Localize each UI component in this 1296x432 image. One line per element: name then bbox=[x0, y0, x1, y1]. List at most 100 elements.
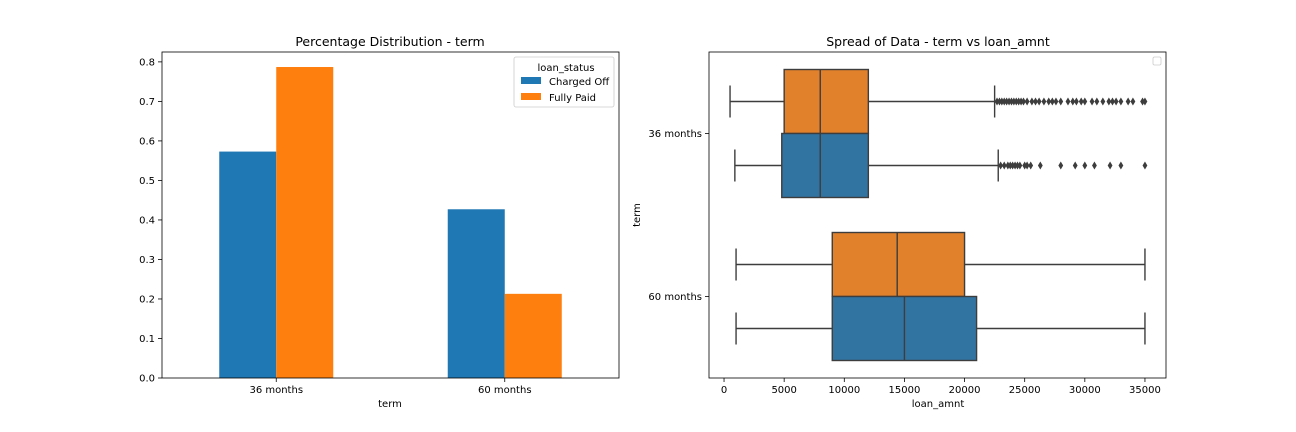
outlier-point bbox=[1006, 97, 1012, 106]
legend-title: loan_status bbox=[537, 63, 594, 74]
y-tick-label: 0.0 bbox=[139, 374, 155, 385]
outlier-point bbox=[1113, 97, 1119, 106]
y-tick-label: 60 months bbox=[648, 292, 702, 303]
box-plot-y-label: term bbox=[632, 203, 643, 227]
y-tick-label: 0.1 bbox=[139, 334, 155, 345]
outlier-point bbox=[1049, 97, 1055, 106]
bar-chart-x-label: term bbox=[378, 399, 402, 410]
outlier-point bbox=[1092, 161, 1097, 170]
x-tick-label: 36 months bbox=[249, 385, 303, 396]
outlier-point bbox=[1033, 97, 1038, 106]
box-plot-x-axis: 0 5000 10000 15000 20000 25000 30000 35000 bbox=[721, 378, 1161, 396]
outlier-point bbox=[1142, 97, 1148, 106]
outlier-point bbox=[1005, 161, 1011, 170]
outlier-point bbox=[1118, 161, 1124, 170]
bar bbox=[447, 209, 505, 378]
bar-chart-y-axis: 0.0 0.1 0.2 0.3 0.4 0.5 0.6 0.7 0.8 bbox=[139, 57, 162, 385]
outlier-point bbox=[1004, 97, 1010, 106]
outlier-point bbox=[1065, 97, 1071, 106]
box-group bbox=[734, 132, 1148, 199]
y-tick-label: 0.2 bbox=[139, 294, 155, 305]
outlier-point bbox=[1016, 97, 1022, 106]
x-tick-label: 15000 bbox=[889, 385, 921, 396]
bar-chart-title: Percentage Distribution - term bbox=[295, 34, 484, 49]
outlier-point bbox=[1029, 97, 1035, 106]
bar-chart-plot-frame bbox=[161, 51, 620, 379]
outlier-point bbox=[1037, 161, 1043, 170]
y-tick-label: 0.3 bbox=[139, 255, 155, 266]
box-plot-empty-legend bbox=[1152, 56, 1162, 66]
outlier-point bbox=[1011, 97, 1017, 106]
outlier-point bbox=[1110, 97, 1115, 106]
box-plot-chart: Spread of Data - term vs loan_amnt 0 5000… bbox=[632, 34, 1167, 410]
box-plot-title: Spread of Data - term vs loan_amnt bbox=[826, 34, 1050, 49]
outlier-point bbox=[1078, 97, 1084, 106]
outlier-point bbox=[1013, 97, 1019, 106]
outlier-point bbox=[1094, 97, 1100, 106]
outlier-point bbox=[1140, 97, 1145, 106]
outlier-point bbox=[994, 97, 1000, 106]
outlier-point bbox=[1100, 97, 1106, 106]
box-plot-y-axis: 36 months 60 months bbox=[648, 129, 709, 303]
y-tick-label: 0.4 bbox=[139, 215, 155, 226]
outlier-point bbox=[1082, 97, 1088, 106]
box bbox=[783, 68, 870, 135]
legend-swatch-fully-paid bbox=[521, 93, 541, 100]
outlier-point bbox=[1024, 97, 1030, 106]
box-plot-x-label: loan_amnt bbox=[912, 399, 965, 410]
outlier-point bbox=[1024, 161, 1030, 170]
x-tick-label: 30000 bbox=[1069, 385, 1101, 396]
y-tick-label: 0.8 bbox=[139, 57, 155, 68]
x-tick-label: 5000 bbox=[771, 385, 796, 396]
legend-label-charged-off: Charged Off bbox=[549, 77, 610, 88]
outlier-point bbox=[997, 97, 1002, 106]
x-tick-label: 60 months bbox=[478, 385, 532, 396]
outlier-point bbox=[1015, 161, 1020, 170]
box-plot-frame bbox=[708, 51, 1167, 379]
outlier-point bbox=[1046, 97, 1052, 106]
outlier-point bbox=[1058, 97, 1064, 106]
y-tick-label: 36 months bbox=[648, 129, 702, 140]
bar-chart-legend: loan_status Charged Off Fully Paid bbox=[513, 56, 615, 108]
y-tick-label: 0.7 bbox=[139, 97, 155, 108]
outlier-point bbox=[1125, 97, 1131, 106]
outlier-point bbox=[1021, 97, 1026, 106]
bar-chart-x-axis: 36 months 60 months bbox=[249, 378, 532, 396]
y-tick-label: 0.6 bbox=[139, 136, 155, 147]
x-tick-label: 10000 bbox=[828, 385, 860, 396]
bar bbox=[219, 151, 277, 378]
legend-label-fully-paid: Fully Paid bbox=[549, 93, 596, 104]
box-group bbox=[729, 68, 1148, 135]
box-group bbox=[735, 231, 1146, 298]
outlier-point bbox=[1106, 97, 1112, 106]
outlier-point bbox=[1118, 97, 1124, 106]
outlier-point bbox=[1107, 161, 1113, 170]
bar bbox=[276, 67, 334, 379]
box bbox=[781, 132, 870, 199]
outlier-point bbox=[1142, 161, 1148, 170]
outlier-point bbox=[1041, 97, 1047, 106]
x-tick-label: 25000 bbox=[1009, 385, 1041, 396]
legend-swatch-charged-off bbox=[521, 77, 541, 84]
outlier-point bbox=[1074, 97, 1079, 106]
outlier-point bbox=[999, 97, 1005, 106]
outlier-point bbox=[1089, 97, 1095, 106]
x-tick-label: 35000 bbox=[1129, 385, 1161, 396]
outlier-point bbox=[1017, 161, 1023, 170]
bar bbox=[504, 293, 562, 378]
box-plot-boxes bbox=[729, 68, 1148, 362]
outlier-point bbox=[1036, 97, 1042, 106]
outlier-point bbox=[1072, 161, 1078, 170]
bar-chart: Percentage Distribution - term 0.0 0.1 0.2… bbox=[139, 34, 620, 410]
box-group bbox=[735, 295, 1146, 362]
outlier-point bbox=[1009, 97, 1014, 106]
outlier-point bbox=[1022, 161, 1028, 170]
outlier-point bbox=[1082, 161, 1088, 170]
outlier-point bbox=[998, 161, 1004, 170]
outlier-point bbox=[1001, 97, 1007, 106]
outlier-point bbox=[1012, 161, 1018, 170]
outlier-point bbox=[1028, 161, 1034, 170]
box bbox=[831, 231, 966, 298]
outlier-point bbox=[1070, 97, 1076, 106]
